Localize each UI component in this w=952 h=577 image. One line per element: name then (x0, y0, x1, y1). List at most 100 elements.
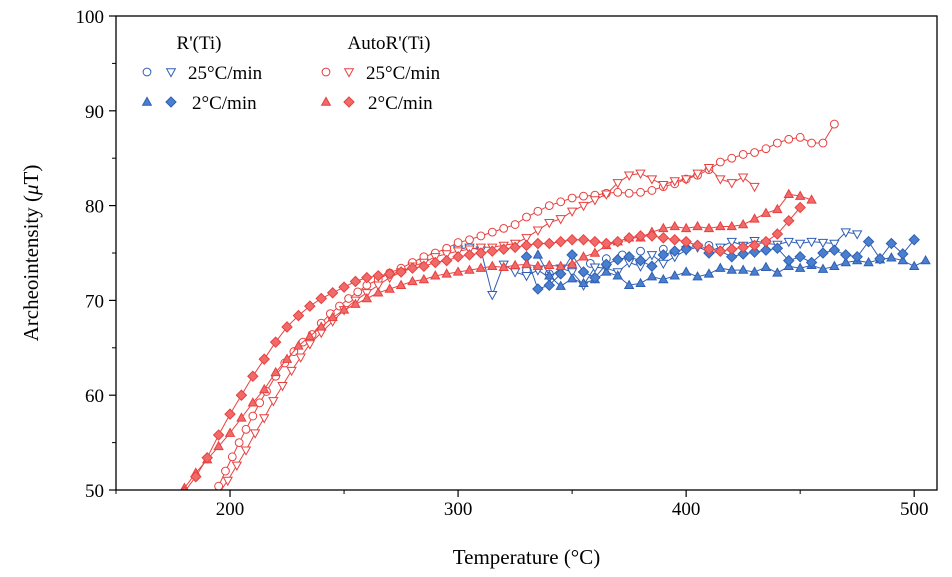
series-rti-triangle-up-2 (532, 249, 931, 290)
data-point-autorti-triangle-down-25 (231, 461, 243, 471)
data-point-rti-triangle-down-25 (521, 272, 532, 282)
data-point-autorti-triangle-down-25 (601, 190, 612, 200)
legend-marker-autorti-triangle-up (320, 96, 332, 106)
data-point-rti-diamond-2 (782, 254, 795, 267)
data-point-autorti-triangle-up-2 (794, 190, 806, 200)
data-point-autorti-triangle-down-25 (566, 207, 578, 217)
data-point-rti-diamond-2 (725, 251, 738, 263)
data-point-autorti-circle-25 (248, 411, 258, 421)
axes: 200 300 400 500 50 60 70 80 90 100 (76, 7, 938, 520)
data-point-rti-diamond-2 (817, 247, 829, 259)
data-point-autorti-diamond-2 (509, 241, 521, 254)
data-point-rti-diamond-2 (543, 279, 556, 291)
data-point-rti-diamond-2 (532, 283, 544, 295)
data-point-autorti-circle-25 (567, 193, 577, 203)
data-point-autorti-triangle-up-2 (521, 258, 532, 269)
data-point-autorti-triangle-down-25 (703, 163, 715, 174)
data-point-autorti-diamond-2 (440, 254, 453, 267)
data-point-rti-triangle-up-2 (840, 256, 851, 267)
data-point-autorti-diamond-2 (475, 247, 487, 259)
data-point-autorti-triangle-down-25 (715, 175, 726, 185)
data-point-autorti-circle-25 (476, 231, 486, 241)
data-point-rti-triangle-up-2 (772, 267, 783, 277)
data-point-autorti-diamond-2 (554, 235, 567, 248)
data-point-autorti-triangle-up-2 (669, 220, 680, 231)
data-point-autorti-diamond-2 (315, 292, 328, 305)
data-point-autorti-triangle-up-2 (418, 273, 430, 284)
y-tick-label: 100 (76, 7, 105, 28)
data-point-autorti-triangle-up-2 (692, 220, 703, 231)
data-point-autorti-circle-25 (624, 188, 634, 198)
x-axis-title: Temperature (°C) (453, 545, 600, 569)
data-point-rti-triangle-up-2 (794, 262, 806, 272)
data-point-autorti-triangle-down-25 (635, 169, 646, 179)
data-point-autorti-diamond-2 (406, 262, 419, 274)
data-point-autorti-triangle-up-2 (270, 366, 281, 377)
x-tick-label: 500 (900, 499, 929, 520)
data-point-autorti-diamond-2 (760, 235, 772, 248)
data-point-autorti-diamond-2 (497, 243, 510, 255)
legend-group-title-rti: R'(Ti) (177, 33, 222, 54)
data-point-autorti-triangle-up-2 (316, 321, 327, 331)
data-point-autorti-circle-25 (241, 424, 251, 434)
data-point-autorti-diamond-2 (771, 228, 784, 240)
data-point-rti-triangle-up-2 (863, 256, 874, 267)
data-point-autorti-triangle-up-2 (259, 383, 270, 394)
data-point-autorti-diamond-2 (577, 233, 590, 246)
data-point-rti-diamond-2 (771, 242, 784, 255)
data-point-autorti-diamond-2 (600, 237, 613, 250)
data-point-rti-diamond-2 (634, 254, 647, 267)
data-point-autorti-triangle-down-25 (521, 234, 532, 244)
data-point-autorti-triangle-up-2 (281, 353, 293, 363)
data-point-autorti-diamond-2 (680, 235, 692, 248)
data-point-autorti-circle-25 (784, 134, 794, 144)
data-point-autorti-triangle-up-2 (327, 311, 338, 322)
x-axis-ticks: 200 300 400 500 (115, 490, 929, 520)
data-point-rti-diamond-2 (794, 251, 806, 263)
data-point-autorti-triangle-up-2 (373, 287, 384, 297)
data-point-autorti-diamond-2 (395, 266, 407, 278)
data-point-rti-triangle-up-2 (920, 254, 931, 265)
data-point-autorti-diamond-2 (429, 256, 442, 269)
data-point-autorti-triangle-down-25 (555, 215, 566, 225)
data-point-rti-diamond-2 (862, 235, 875, 248)
data-point-rti-triangle-up-2 (829, 260, 840, 270)
data-point-autorti-triangle-up-2 (293, 340, 304, 350)
data-point-rti-triangle-up-2 (623, 279, 635, 289)
data-point-autorti-circle-25 (807, 138, 816, 148)
data-point-autorti-diamond-2 (201, 452, 213, 464)
data-point-autorti-triangle-down-25 (286, 366, 297, 377)
data-point-autorti-diamond-2 (657, 232, 670, 244)
data-point-autorti-diamond-2 (212, 429, 225, 441)
data-point-autorti-circle-25 (533, 206, 543, 216)
data-point-autorti-triangle-down-25 (612, 179, 623, 189)
data-point-autorti-triangle-up-2 (532, 260, 544, 270)
data-point-autorti-triangle-down-25 (544, 218, 555, 229)
data-point-autorti-triangle-up-2 (338, 304, 350, 314)
data-point-autorti-triangle-down-25 (240, 446, 252, 456)
data-point-autorti-diamond-2 (748, 239, 761, 252)
data-point-rti-diamond-2 (840, 249, 852, 261)
y-axis-title: Archeointensity (μT) (19, 165, 43, 342)
data-point-rti-triangle-up-2 (669, 270, 680, 280)
data-point-autorti-diamond-2 (463, 249, 476, 261)
data-point-autorti-diamond-2 (782, 215, 795, 227)
data-point-autorti-circle-25 (465, 235, 474, 245)
data-point-rti-triangle-down-25 (794, 239, 806, 250)
data-point-rti-triangle-up-2 (532, 249, 544, 259)
data-point-autorti-circle-25 (750, 148, 759, 157)
data-point-autorti-triangle-up-2 (726, 220, 737, 231)
data-point-rti-triangle-down-25 (589, 263, 601, 273)
data-point-autorti-circle-25 (499, 223, 509, 233)
legend-marker-rti-circle (142, 67, 152, 77)
data-point-autorti-diamond-2 (703, 243, 715, 255)
x-tick-label: 200 (216, 499, 245, 520)
legend-group-title-autorti: AutoR'(Ti) (348, 33, 431, 54)
data-point-autorti-diamond-2 (566, 233, 578, 246)
data-point-autorti-triangle-up-2 (430, 270, 441, 280)
y-axis-title-prefix: Archeointensity ( (19, 195, 43, 341)
data-point-rti-diamond-2 (908, 233, 920, 246)
y-tick-label: 50 (85, 481, 104, 502)
data-point-autorti-diamond-2 (326, 287, 339, 299)
